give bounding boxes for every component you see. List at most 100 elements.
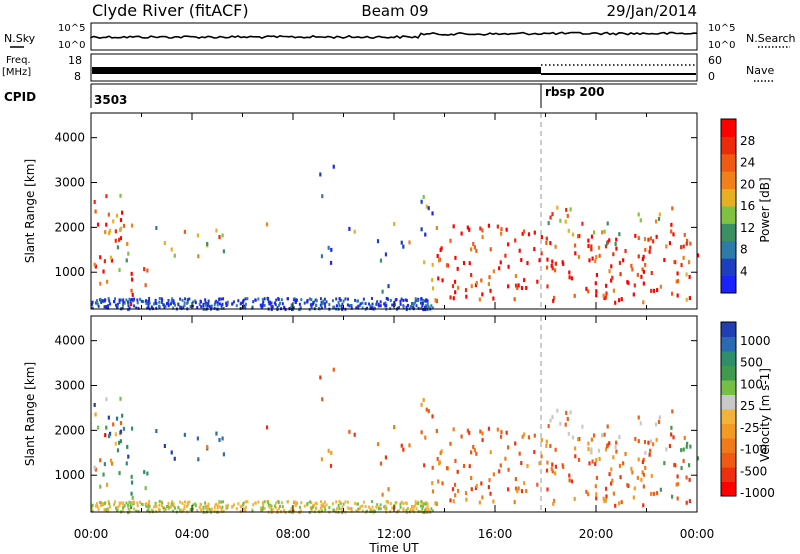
echo-cell [498, 469, 501, 474]
echo-cell [353, 432, 356, 437]
echo-cell [108, 502, 111, 506]
echo-cell [549, 444, 552, 449]
colorbar-swatch [721, 223, 736, 242]
echo-cell [466, 428, 469, 433]
echo-cell [221, 233, 224, 238]
echo-cell [404, 501, 407, 505]
echo-cell [362, 297, 365, 301]
echo-cell [319, 506, 322, 510]
echo-cell [652, 442, 655, 447]
echo-cell [231, 505, 234, 509]
echo-cell [308, 297, 311, 301]
echo-cell [95, 299, 98, 303]
echo-cell [119, 193, 122, 198]
echo-cell [353, 229, 356, 234]
echo-cell [603, 499, 606, 504]
echo-cell [261, 305, 264, 309]
echo-cell [280, 298, 283, 302]
colorbar-swatch [721, 206, 736, 224]
echo-cell [206, 507, 209, 511]
echo-cell [91, 300, 94, 304]
echo-cell [167, 507, 170, 511]
echo-cell [680, 263, 683, 268]
echo-cell [148, 504, 151, 508]
echo-cell [314, 501, 317, 505]
echo-cell [196, 436, 199, 441]
echo-cell [655, 234, 658, 239]
echo-cell [590, 234, 594, 239]
echo-cell [507, 242, 510, 247]
echo-cell [540, 438, 543, 443]
echo-cell [298, 302, 301, 306]
echo-cell [196, 509, 199, 513]
echo-cell [265, 425, 269, 430]
echo-cell [672, 435, 675, 440]
echo-cell [642, 503, 645, 508]
echo-cell [177, 506, 180, 510]
echo-cell [384, 455, 388, 460]
echo-cell [405, 298, 408, 302]
echo-cell [624, 451, 627, 456]
echo-cell [146, 509, 149, 513]
echo-cell [179, 297, 182, 301]
echo-cell [104, 501, 107, 505]
echo-cell [122, 223, 126, 228]
echo-cell [454, 290, 457, 295]
echo-cell [547, 221, 550, 226]
echo-cell [421, 501, 424, 505]
echo-cell [470, 247, 473, 252]
echo-cell [650, 270, 653, 275]
echo-cell [590, 244, 593, 249]
echo-cell [465, 294, 468, 299]
echo-cell [130, 271, 133, 276]
echo-cell [95, 504, 98, 508]
echo-cell [570, 479, 574, 484]
echo-cell [239, 302, 242, 306]
echo-cell [204, 501, 207, 505]
echo-cell [116, 305, 119, 309]
echo-cell [425, 204, 428, 209]
echo-cell [414, 297, 417, 301]
echo-cell [375, 505, 378, 509]
echo-cell [153, 302, 156, 306]
echo-cell [204, 298, 207, 302]
echo-cell [101, 502, 104, 506]
echo-cell [370, 297, 373, 301]
colorbar-tick-label: 12 [740, 221, 755, 235]
echo-cell [300, 298, 303, 302]
echo-cell [412, 305, 415, 309]
echo-cell [107, 212, 110, 217]
echo-cell [507, 487, 510, 492]
echo-cell [688, 499, 691, 504]
echo-cell [437, 276, 440, 281]
echo-cell [685, 272, 688, 277]
echo-cell [499, 260, 502, 265]
echo-cell [99, 281, 102, 286]
echo-cell [680, 245, 683, 250]
echo-cell [507, 264, 510, 269]
echo-cell [518, 248, 521, 253]
echo-cell [263, 297, 266, 301]
echo-cell [473, 448, 476, 453]
echo-cell [468, 261, 471, 266]
echo-cell [592, 433, 596, 438]
echo-cell [665, 244, 668, 249]
echo-cell [164, 304, 167, 308]
echo-cell [283, 508, 286, 512]
echo-cell [105, 425, 108, 430]
echo-cell [462, 463, 466, 468]
echo-cell [637, 415, 640, 420]
echo-cell [322, 502, 325, 506]
echo-cell [269, 300, 272, 304]
echo-cell [105, 482, 109, 487]
echo-cell [594, 484, 597, 489]
echo-cell [536, 482, 539, 487]
echo-cell [420, 402, 423, 407]
echo-cell [130, 480, 134, 485]
velocity-colorbar-label: Velocity [m s-1] [758, 368, 772, 462]
echo-cell [147, 301, 150, 305]
echo-cell [417, 509, 420, 513]
echo-cell [310, 303, 313, 307]
echo-cell [131, 501, 134, 505]
echo-cell [644, 450, 647, 455]
